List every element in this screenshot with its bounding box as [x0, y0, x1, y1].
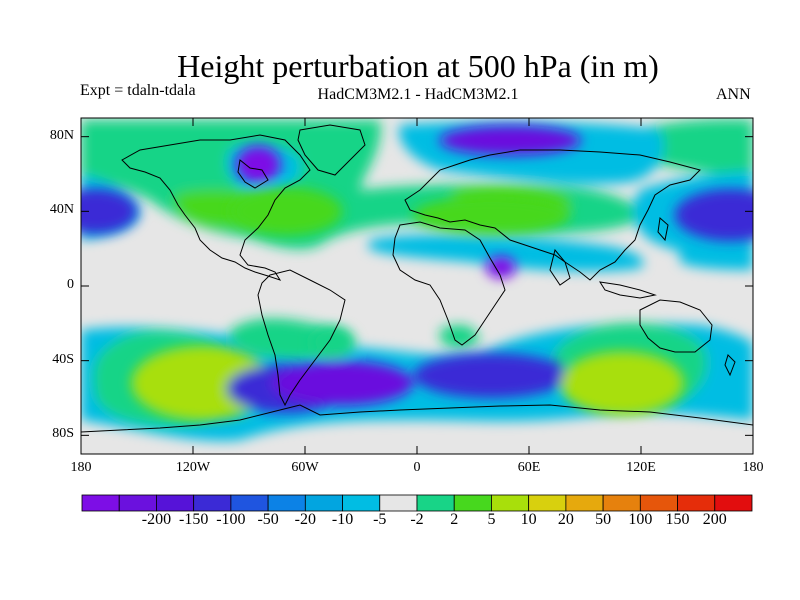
- colorbar-swatch-14: [602, 494, 641, 512]
- colorbar-label-100: 100: [628, 511, 653, 528]
- lat-label-80S: 80S: [52, 426, 74, 442]
- colorbar-swatch-12: [528, 494, 567, 512]
- colorbar-label--100: -100: [216, 511, 246, 528]
- lon-label-60W: 60W: [291, 460, 319, 475]
- hudson-bay-coast: [237, 159, 269, 189]
- contour-feature-6: [81, 188, 137, 234]
- greenland-coast: [297, 124, 366, 176]
- colorbar-swatch-13: [565, 494, 604, 512]
- contour-feature-11: [310, 327, 356, 357]
- lon-label-120W: 120W: [175, 460, 211, 475]
- contour-feature-5: [674, 188, 753, 242]
- new-zealand-coast: [724, 354, 736, 377]
- colorbar-swatch-4: [230, 494, 269, 512]
- lon-label-0: 0: [413, 460, 421, 475]
- colorbar-label--10: -10: [331, 511, 354, 528]
- season-subtitle: ANN: [716, 86, 751, 103]
- antarctica-coast: [81, 404, 753, 433]
- colorbar: [81, 494, 753, 512]
- lon-label-120E: 120E: [626, 460, 656, 475]
- north-america-coast: [121, 134, 311, 281]
- colorbar-label--200: -200: [141, 511, 172, 528]
- indonesia-coast: [599, 281, 657, 299]
- contour-feature-9: [439, 125, 582, 156]
- colorbar-swatch-10: [453, 494, 492, 512]
- experiment-subtitle: Expt = tdaln-tdala: [80, 82, 196, 99]
- colorbar-label-2: 2: [450, 511, 459, 528]
- colorbar-label-10: 10: [520, 511, 537, 528]
- colorbar-label--2: -2: [410, 511, 424, 528]
- lat-label-0: 0: [67, 277, 74, 292]
- lat-label-40N: 40N: [49, 202, 74, 218]
- lon-label-60E: 60E: [517, 460, 541, 475]
- australia-coast: [639, 299, 713, 353]
- colorbar-swatch-5: [267, 494, 306, 512]
- colorbar-swatch-9: [416, 494, 455, 512]
- south-america-coast: [257, 269, 346, 407]
- lat-label-80N: 80N: [49, 127, 74, 143]
- colorbar-label--20: -20: [294, 511, 316, 528]
- colorbar-label-50: 50: [595, 511, 612, 528]
- colorbar-swatch-15: [639, 494, 678, 512]
- colorbar-label-5: 5: [487, 511, 496, 528]
- contour-feature-12: [486, 256, 516, 279]
- colorbar-swatch-16: [677, 494, 716, 512]
- contour-feature-2: [271, 360, 414, 406]
- model-subtitle: HadCM3M2.1 - HadCM3M2.1: [317, 86, 519, 103]
- africa-coast: [392, 221, 506, 346]
- colorbar-label-20: 20: [557, 511, 574, 528]
- colorbar-swatch-3: [193, 494, 232, 512]
- colorbar-swatch-1: [118, 494, 157, 512]
- colorbar-label-150: 150: [665, 511, 690, 528]
- lon-label-180: 180: [742, 460, 764, 475]
- colorbar-swatch-17: [714, 494, 753, 512]
- lon-label-180: 180: [70, 460, 92, 475]
- contour-feature-8: [413, 196, 571, 234]
- colorbar-swatch-6: [304, 494, 343, 512]
- colorbar-label--5: -5: [373, 511, 387, 528]
- colorbar-label-200: 200: [702, 511, 727, 528]
- colorbar-label--50: -50: [257, 511, 279, 528]
- lat-label-40S: 40S: [52, 351, 74, 367]
- contour-feature-7: [230, 187, 343, 236]
- colorbar-swatch-0: [81, 494, 120, 512]
- eurasia-coast: [404, 149, 701, 281]
- coastline-layer: [81, 124, 753, 433]
- colorbar-swatch-2: [156, 494, 195, 512]
- contour-feature-10: [235, 146, 281, 184]
- colorbar-swatch-7: [342, 494, 381, 512]
- colorbar-swatch-11: [491, 494, 530, 512]
- colorbar-label--150: -150: [178, 511, 209, 528]
- japan-coast: [657, 217, 669, 242]
- colorbar-swatch-8: [379, 494, 418, 512]
- plot-title: Height perturbation at 500 hPa (in m): [177, 48, 659, 84]
- india-coast: [549, 248, 571, 286]
- axis-ticks: [80, 118, 754, 454]
- contour-feature-4: [560, 351, 684, 415]
- contour-feature-3: [413, 353, 571, 398]
- feature-layer: [81, 125, 753, 421]
